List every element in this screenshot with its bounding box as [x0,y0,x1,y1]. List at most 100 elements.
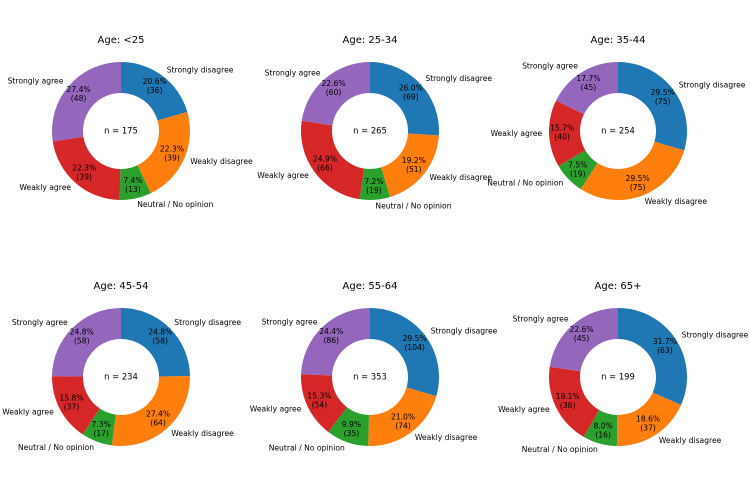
wedge-weakly-disagree [381,133,439,197]
wedge-strongly-disagree [370,308,439,397]
category-label: Strongly disagree [425,74,492,83]
count-label: (54) [312,400,328,409]
wedge-strongly-disagree [370,62,439,136]
percent-label: 24.4% [319,327,343,336]
count-label: (16) [595,430,611,439]
wedge-strongly-agree [301,308,370,376]
count-label: (40) [554,133,570,142]
category-label: Neutral / No opinion [269,444,345,453]
category-label: Weakly disagree [659,436,722,445]
donut-chart-5: Age: 55-64 Strongly disagree 29.5%(104) Wea… [250,281,498,453]
wedge-neutral-no-opinion [119,165,151,200]
wedge-neutral-no-opinion [583,409,618,446]
wedge-neutral-no-opinion [359,167,391,201]
percent-label: 15.7% [550,124,574,133]
percent-label: 7.2% [364,177,383,186]
category-label: Strongly agree [522,62,578,71]
percent-label: 22.6% [321,79,345,88]
count-label: (36) [147,86,163,95]
wedge-weakly-disagree [580,141,685,200]
percent-label: 19.1% [556,392,580,401]
chart-title: Age: 65+ [595,281,642,292]
chart-title: Age: <25 [98,35,145,46]
wedge-weakly-disagree [368,387,437,446]
count-label: (66) [317,164,333,173]
wedge-weakly-agree [548,366,600,437]
wedge-strongly-agree [51,62,121,142]
chart-title: Age: 35-44 [591,35,646,46]
category-label: Neutral / No opinion [375,202,451,211]
category-label: Strongly agree [262,317,318,326]
percent-label: 26.0% [399,83,423,92]
percent-label: 7.3% [92,420,111,429]
percent-label: 27.4% [146,409,170,418]
count-label: (60) [326,88,342,97]
wedge-weakly-disagree [616,392,682,447]
category-label: Strongly agree [513,314,569,323]
count-label: (51) [406,165,422,174]
count-label: (19) [366,186,382,195]
count-label: (39) [76,173,92,182]
percent-label: 19.2% [402,156,426,165]
count-label: (48) [71,94,87,103]
category-label: Weakly agree [491,129,543,138]
sample-size-label: n = 199 [601,372,635,382]
count-label: (35) [344,429,360,438]
percent-label: 8.0% [594,421,613,430]
count-label: (13) [125,185,141,194]
count-label: (39) [164,153,180,162]
category-label: Neutral / No opinion [137,200,213,209]
count-label: (74) [395,422,411,431]
category-label: Neutral / No opinion [487,179,563,188]
category-label: Weakly agree [498,405,550,414]
wedge-weakly-agree [52,136,121,200]
percent-label: 22.6% [569,325,593,334]
wedge-weakly-disagree [137,112,190,194]
sample-size-label: n = 234 [104,372,138,382]
percent-label: 29.5% [403,334,427,343]
wedge-weakly-agree [301,120,365,200]
count-label: (58) [152,337,168,346]
wedge-neutral-no-opinion [328,407,369,446]
category-label: Weakly disagree [645,197,708,206]
percent-label: 31.7% [653,337,677,346]
count-label: (45) [574,334,590,343]
category-label: Weakly agree [19,183,71,192]
wedge-strongly-disagree [618,62,687,151]
wedge-weakly-agree [549,100,586,166]
count-label: (75) [655,97,671,106]
count-label: (38) [560,401,576,410]
percent-label: 7.5% [568,160,587,169]
sample-size-label: n = 175 [104,126,138,136]
count-label: (37) [640,424,656,433]
chart-title: Age: 45-54 [94,281,149,292]
percent-label: 24.9% [313,155,337,164]
count-label: (104) [404,343,424,352]
chart-title: Age: 25-34 [343,35,398,46]
count-label: (86) [323,336,339,345]
donut-chart-6: Age: 65+ Strongly disagree 31.7%(63) Weakly… [498,281,749,454]
percent-label: 18.6% [636,415,660,424]
category-label: Strongly disagree [682,331,749,340]
wedge-strongly-disagree [121,308,190,377]
wedge-weakly-agree [301,374,348,432]
category-label: Strongly disagree [431,326,498,335]
percent-label: 29.5% [651,88,675,97]
percent-label: 17.7% [576,74,600,83]
percent-label: 9.9% [342,420,361,429]
percent-label: 24.8% [70,328,94,337]
category-label: Weakly agree [2,407,54,416]
chart-title: Age: 55-64 [343,281,398,292]
sample-size-label: n = 254 [601,126,635,136]
count-label: (64) [150,418,166,427]
wedge-strongly-agree [556,62,618,115]
wedge-strongly-agree [549,308,618,372]
percent-label: 22.3% [160,144,184,153]
count-label: (45) [581,83,597,92]
wedge-strongly-agree [301,62,370,126]
percent-label: 27.4% [67,85,91,94]
